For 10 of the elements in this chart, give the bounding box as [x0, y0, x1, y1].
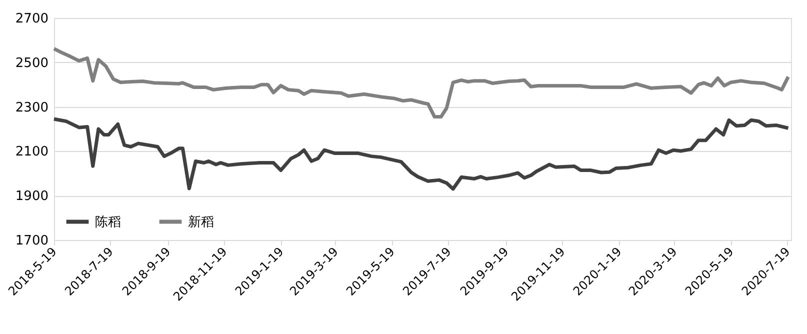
legend-label: 陈稻 — [95, 214, 121, 230]
y-tick-label: 2300 — [15, 100, 48, 116]
line-series — [52, 117, 790, 191]
y-tick-label: 2100 — [15, 144, 48, 160]
y-tick-label: 2500 — [15, 56, 48, 71]
y-tick-label: 1900 — [15, 189, 48, 204]
y-tick-label: 2700 — [15, 12, 48, 26]
legend-label: 新稻 — [188, 214, 214, 230]
line-series — [52, 46, 790, 119]
y-tick-label: 1700 — [15, 234, 48, 248]
